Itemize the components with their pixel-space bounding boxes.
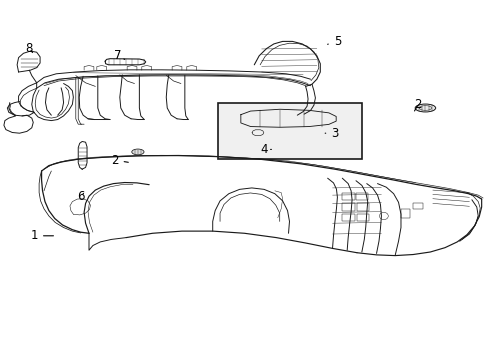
Bar xyxy=(355,193,367,200)
Bar xyxy=(342,214,354,221)
Text: 8: 8 xyxy=(25,42,33,55)
Bar xyxy=(217,103,361,159)
Text: 7: 7 xyxy=(113,49,124,62)
Text: 4: 4 xyxy=(260,143,271,156)
Bar xyxy=(400,209,409,218)
Text: 2: 2 xyxy=(111,154,128,167)
Ellipse shape xyxy=(132,149,144,155)
Text: 6: 6 xyxy=(77,190,84,203)
Text: 2: 2 xyxy=(413,98,421,111)
Text: 3: 3 xyxy=(325,127,338,140)
Bar xyxy=(412,203,422,209)
Bar xyxy=(356,203,368,211)
Text: 1: 1 xyxy=(30,229,53,242)
Ellipse shape xyxy=(414,104,435,112)
Bar xyxy=(342,203,354,211)
Bar xyxy=(342,193,354,200)
Bar xyxy=(356,214,368,221)
Text: 5: 5 xyxy=(327,35,341,48)
